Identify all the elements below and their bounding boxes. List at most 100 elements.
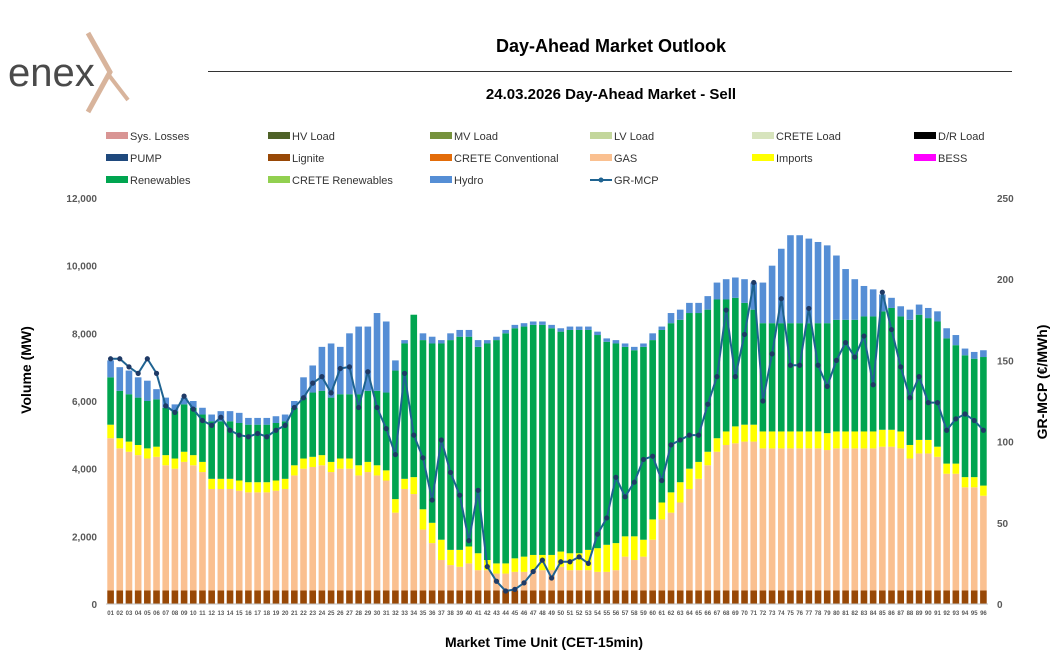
bar-segment — [713, 438, 721, 452]
x-tick-label: 04 — [135, 611, 142, 617]
bar-segment — [180, 397, 188, 405]
x-tick-label: 36 — [429, 611, 436, 617]
bar-segment — [134, 397, 142, 445]
bar-segment — [428, 590, 436, 604]
legend-swatch — [430, 132, 452, 139]
bar-stack — [208, 414, 215, 604]
bar-segment — [630, 346, 638, 351]
bar-segment — [906, 444, 914, 459]
bar-segment — [732, 297, 739, 427]
bar-segment — [355, 590, 362, 604]
bar-segment — [410, 494, 418, 591]
legend-item: BESS — [914, 153, 967, 165]
bar-segment — [300, 377, 307, 398]
bar-segment — [410, 477, 418, 495]
page-subtitle: 24.03.2026 Day-Ahead Market - Sell — [485, 86, 737, 103]
bar-segment — [465, 590, 473, 604]
bar-segment — [318, 346, 326, 391]
bar-stack — [860, 285, 868, 604]
bar-segment — [768, 323, 776, 432]
bar-segment — [245, 590, 252, 604]
x-tick-label: 84 — [870, 611, 877, 617]
bar-segment — [226, 411, 234, 422]
bar-segment — [621, 590, 629, 604]
bar-segment — [787, 590, 794, 604]
mcp-point — [107, 356, 114, 362]
bar-segment — [842, 448, 849, 591]
mcp-point — [797, 362, 803, 368]
bar-segment — [630, 590, 638, 604]
bar-segment — [125, 590, 133, 604]
bar-stack — [777, 248, 785, 604]
mcp-point — [888, 326, 895, 333]
mcp-point — [833, 357, 840, 363]
bar-stack — [382, 321, 390, 604]
bar-segment — [612, 543, 620, 571]
bar-segment — [189, 590, 197, 604]
x-tick-label: 21 — [291, 611, 298, 617]
bar-segment — [594, 590, 601, 604]
bar-stack — [318, 346, 326, 604]
bar-segment — [107, 438, 114, 591]
bar-stack — [906, 309, 914, 604]
bar-segment — [107, 360, 114, 378]
bar-segment — [281, 488, 289, 591]
bar-segment — [153, 456, 160, 591]
bar-segment — [373, 390, 381, 466]
y-tick-label: 8,000 — [72, 329, 97, 340]
bar-segment — [980, 590, 987, 604]
x-tick-label: 47 — [530, 611, 537, 617]
legend-marker — [598, 177, 604, 183]
bar-segment — [300, 468, 307, 591]
bar-segment — [438, 539, 445, 561]
bar-segment — [970, 487, 978, 591]
bar-stack — [750, 282, 758, 604]
x-tick-label: 29 — [364, 611, 371, 617]
bar-segment — [658, 326, 666, 330]
bar-segment — [777, 323, 785, 432]
bar-stack — [796, 235, 803, 604]
bar-segment — [291, 465, 298, 476]
x-tick-label: 94 — [962, 611, 969, 617]
enex-logo: enex — [8, 31, 130, 114]
mcp-point — [153, 370, 160, 376]
legend-label: PUMP — [130, 153, 162, 165]
bar-segment — [759, 323, 767, 432]
bar-segment — [759, 282, 767, 324]
mcp-point — [337, 365, 343, 372]
logo-wordmark: enex — [8, 51, 95, 95]
bar-segment — [180, 461, 188, 591]
bar-segment — [226, 478, 234, 489]
bar-segment — [667, 590, 675, 604]
bar-segment — [796, 431, 803, 449]
bar-segment — [888, 307, 895, 430]
bar-segment — [943, 463, 950, 474]
bar-segment — [943, 473, 950, 591]
bar-segment — [787, 235, 794, 324]
bar-segment — [162, 465, 170, 591]
bar-segment — [180, 590, 188, 604]
legend-swatch — [914, 132, 936, 139]
bar-segment — [529, 554, 537, 571]
bar-segment — [281, 590, 289, 604]
bar-segment — [199, 590, 206, 604]
bar-stack — [686, 302, 693, 604]
y-tick-label: 6,000 — [72, 397, 97, 408]
bar-segment — [566, 590, 574, 604]
bar-segment — [860, 590, 868, 604]
mcp-point — [282, 422, 288, 428]
bar-segment — [208, 590, 215, 604]
bar-segment — [456, 329, 464, 337]
bar-segment — [888, 590, 895, 604]
bar-segment — [162, 407, 170, 456]
x-tick-label: 46 — [521, 611, 528, 617]
bar-stack — [851, 279, 859, 604]
bar-segment — [346, 590, 353, 604]
bar-segment — [713, 282, 721, 300]
bar-segment — [272, 480, 280, 491]
mcp-point — [209, 422, 215, 428]
bar-segment — [245, 417, 252, 425]
logo-chevron — [85, 31, 113, 114]
mcp-point — [383, 426, 389, 432]
